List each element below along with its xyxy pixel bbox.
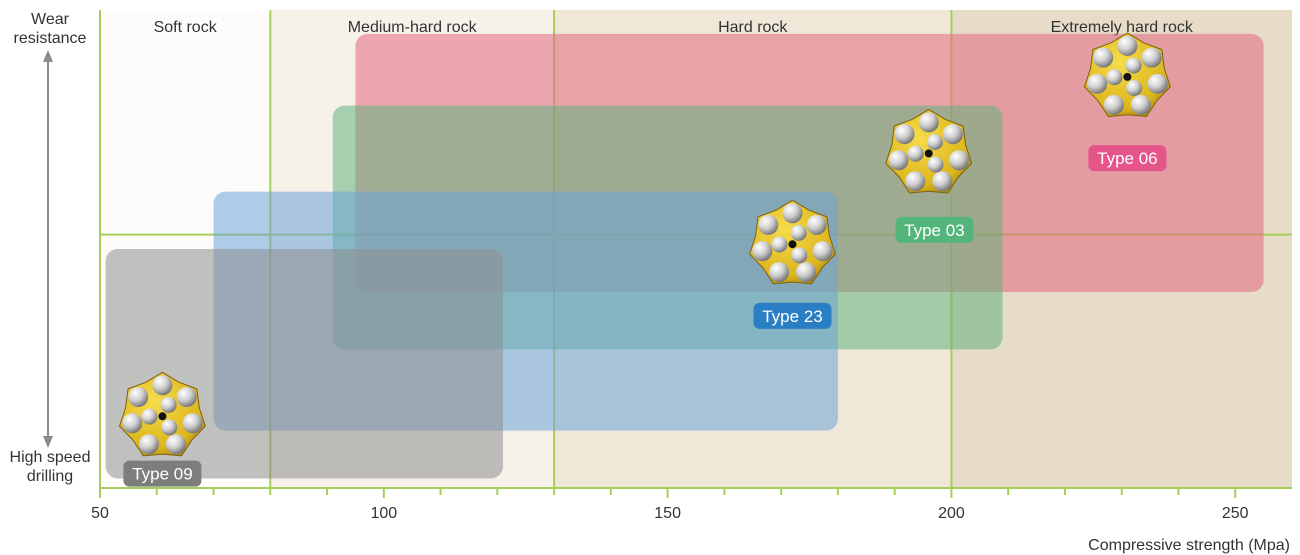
bit-button [152,375,173,396]
range-type-09 [105,249,504,479]
bit-button [948,150,969,171]
bit-button [768,262,789,283]
bit-button [791,247,808,264]
bit-button [161,419,178,436]
x-axis-label: Compressive strength (Mpa) [1088,537,1290,554]
drill-bit-icon-type-09 [118,371,206,457]
bit-button [758,214,779,235]
bit-button [926,134,943,150]
bit-button [1087,73,1108,94]
badge-type-06: Type 06 [1088,145,1167,172]
bit-button [182,413,203,434]
bit-button [1126,80,1143,97]
bit-flush-hole [1123,72,1132,81]
bit-button [907,145,924,162]
bit-button [942,124,963,145]
drill-bit-icon-type-03 [885,108,973,194]
bit-button [918,112,939,133]
axes: 50 100 150 200 250 [43,10,1292,522]
bit-button [927,156,944,173]
y-axis-top-label-line1: Wear [31,11,70,28]
y-axis-top-label: Wear resistance [14,11,87,47]
bit-button [176,387,197,407]
bit-button [752,241,773,262]
bit-button [141,408,158,425]
y-axis-bottom-label-line1: High speed [10,449,91,466]
zone-label-soft-rock: Soft rock [154,19,218,36]
y-axis-top-label-line2: resistance [14,30,87,47]
drill-bit-icon-type-23 [749,199,836,285]
bit-button [1147,73,1168,94]
badge-background [753,302,832,329]
bit-button [165,434,186,455]
x-tick-label: 50 [91,505,109,522]
bit-button [790,224,807,241]
bit-button [806,214,827,235]
drill-bit-icon-type-06 [1083,32,1171,118]
bit-button [122,413,143,434]
y-arrow-up-icon [43,50,53,62]
bit-button [894,124,915,145]
bit-button [771,236,788,253]
bit-button [782,203,803,224]
y-axis-bottom-label-line2: drilling [27,468,73,485]
type-badges: Type 06 Type 03 Type 23 Type 09 [123,145,1167,487]
bit-button [160,396,177,413]
bit-button [812,241,833,262]
x-tick-label: 250 [1222,505,1249,522]
bit-button [128,387,149,407]
bit-button [795,262,816,283]
y-axis-bottom-label: High speed drilling [10,449,91,485]
x-tick-label: 100 [370,505,397,522]
zone-label-hard-rock: Hard rock [718,19,788,36]
badge-label: Type 23 [762,307,823,326]
x-tick-label: 150 [654,505,681,522]
button-bits [118,32,1171,457]
rock-zone-labels: Soft rock Medium-hard rock Hard rock Extrem… [154,19,1194,36]
badge-background [895,216,974,243]
badge-label: Type 06 [1097,149,1158,168]
bit-button [888,150,909,171]
bit-button [932,171,953,192]
badge-type-03: Type 03 [895,216,974,243]
badge-label: Type 03 [904,221,965,240]
bit-button [1093,47,1114,68]
type-ranges [105,33,1264,479]
bit-button [1125,57,1142,74]
bit-flush-hole [158,412,167,421]
zone-label-extremely-hard-rock: Extremely hard rock [1051,19,1194,36]
bit-flush-hole [788,240,797,249]
bit-button [1141,47,1162,68]
y-arrow-down-icon [43,436,53,448]
bit-button [1117,35,1138,56]
bit-button [1106,69,1123,86]
zone-label-medium-hard-rock: Medium-hard rock [348,19,478,36]
bit-button [138,434,159,455]
bit-button [905,171,926,192]
badge-background [123,460,202,487]
badge-type-09: Type 09 [123,460,202,487]
bit-button [1130,94,1151,115]
badge-type-23: Type 23 [753,302,832,329]
badge-background [1088,145,1167,172]
bit-button [1103,94,1124,115]
bit-flush-hole [924,149,933,158]
x-tick-label: 200 [938,505,965,522]
badge-label: Type 09 [132,465,193,484]
